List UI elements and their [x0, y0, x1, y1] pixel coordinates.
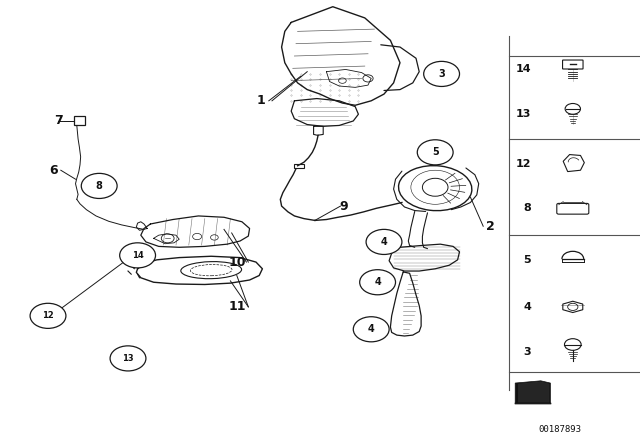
Text: 12: 12	[516, 159, 531, 168]
Text: 13: 13	[516, 109, 531, 119]
Circle shape	[424, 61, 460, 86]
Text: 12: 12	[42, 311, 54, 320]
Text: 6: 6	[49, 164, 58, 177]
Text: 1: 1	[257, 94, 266, 108]
Text: 11: 11	[229, 300, 246, 314]
Circle shape	[360, 270, 396, 295]
Text: 4: 4	[374, 277, 381, 287]
Text: 4: 4	[524, 302, 531, 312]
Text: 7: 7	[54, 114, 63, 128]
Text: 10: 10	[229, 255, 246, 269]
Circle shape	[30, 303, 66, 328]
Polygon shape	[563, 301, 583, 313]
Text: 3: 3	[438, 69, 445, 79]
Text: 2: 2	[486, 220, 495, 233]
Text: 8: 8	[96, 181, 102, 191]
FancyBboxPatch shape	[74, 116, 85, 125]
Text: 5: 5	[432, 147, 438, 157]
FancyBboxPatch shape	[557, 203, 589, 214]
Circle shape	[81, 173, 117, 198]
Text: 14: 14	[132, 251, 143, 260]
FancyBboxPatch shape	[563, 60, 583, 69]
FancyBboxPatch shape	[294, 164, 304, 168]
Circle shape	[120, 243, 156, 268]
Polygon shape	[518, 382, 549, 402]
Circle shape	[353, 317, 389, 342]
Polygon shape	[515, 381, 550, 403]
Text: 00187893: 00187893	[538, 425, 582, 434]
Circle shape	[110, 346, 146, 371]
Text: 3: 3	[524, 347, 531, 357]
Polygon shape	[563, 155, 584, 172]
Circle shape	[417, 140, 453, 165]
Text: 13: 13	[122, 354, 134, 363]
Text: 4: 4	[381, 237, 387, 247]
Text: 5: 5	[524, 255, 531, 265]
Text: 9: 9	[339, 199, 348, 213]
Circle shape	[366, 229, 402, 254]
Text: 8: 8	[524, 203, 531, 213]
Text: 14: 14	[516, 65, 531, 74]
Text: 4: 4	[368, 324, 374, 334]
